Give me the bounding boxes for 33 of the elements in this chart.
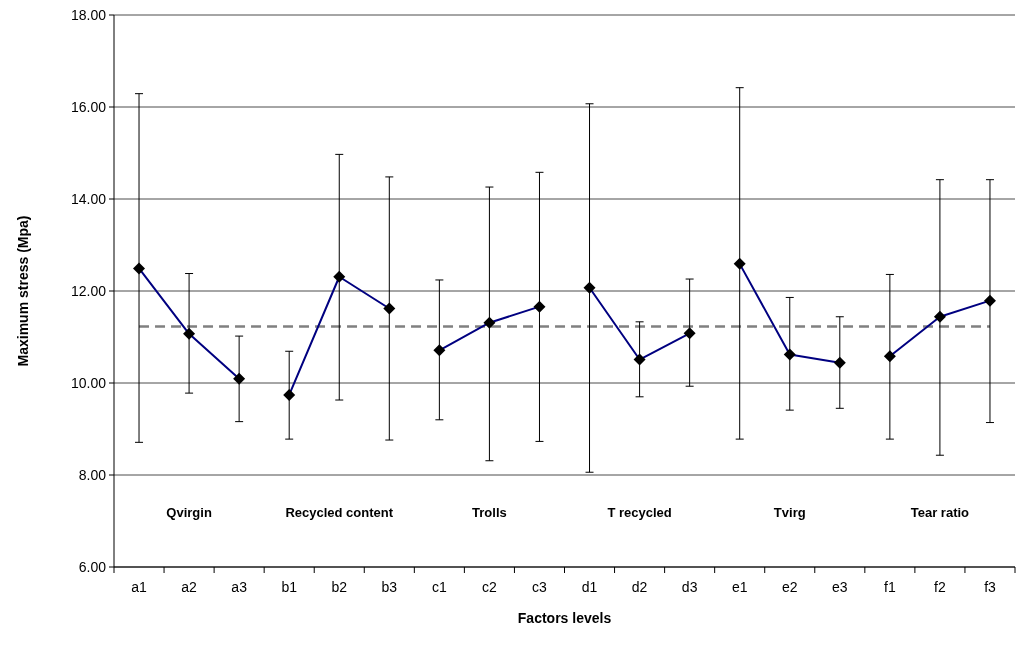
x-tick-label: b3 bbox=[381, 579, 398, 595]
annotation: Tear ratio bbox=[910, 505, 970, 520]
x-tick-label: b2 bbox=[331, 579, 348, 595]
annotation: Qvirgin bbox=[166, 505, 212, 520]
x-tick-label: f2 bbox=[934, 579, 946, 595]
y-tick-label: 14.00 bbox=[70, 190, 107, 207]
y-tick-label: 10.00 bbox=[70, 374, 107, 391]
x-tick-label: c1 bbox=[431, 579, 447, 595]
y-axis-title: Maximum stress (Mpa) bbox=[15, 215, 31, 367]
x-tick-label: e3 bbox=[832, 579, 848, 595]
y-tick-label: 6.00 bbox=[78, 558, 107, 575]
x-tick-label: e2 bbox=[781, 579, 798, 595]
x-tick-label: a1 bbox=[131, 579, 148, 595]
annotation: Tvirg bbox=[773, 505, 806, 520]
x-tick-label: a3 bbox=[231, 579, 248, 595]
annotation: Trolls bbox=[472, 505, 507, 520]
x-tick-label: d3 bbox=[681, 579, 698, 595]
x-tick-label: e1 bbox=[731, 579, 748, 595]
y-tick-label: 8.00 bbox=[78, 466, 107, 483]
x-axis-title: Factors levels bbox=[517, 610, 612, 626]
y-tick-label: 18.00 bbox=[70, 6, 107, 23]
y-tick-label: 16.00 bbox=[70, 98, 107, 115]
x-tick-label: b1 bbox=[281, 579, 298, 595]
annotation: T recycled bbox=[607, 505, 672, 520]
x-tick-label: f1 bbox=[884, 579, 896, 595]
x-tick-label: c3 bbox=[532, 579, 548, 595]
x-tick-label: d2 bbox=[631, 579, 648, 595]
annotation: Recycled content bbox=[285, 505, 394, 520]
y-tick-label: 12.00 bbox=[70, 282, 107, 299]
x-tick-label: d1 bbox=[581, 579, 598, 595]
x-tick-label: c2 bbox=[482, 579, 498, 595]
x-tick-label: f3 bbox=[984, 579, 997, 595]
x-tick-label: a2 bbox=[181, 579, 198, 595]
